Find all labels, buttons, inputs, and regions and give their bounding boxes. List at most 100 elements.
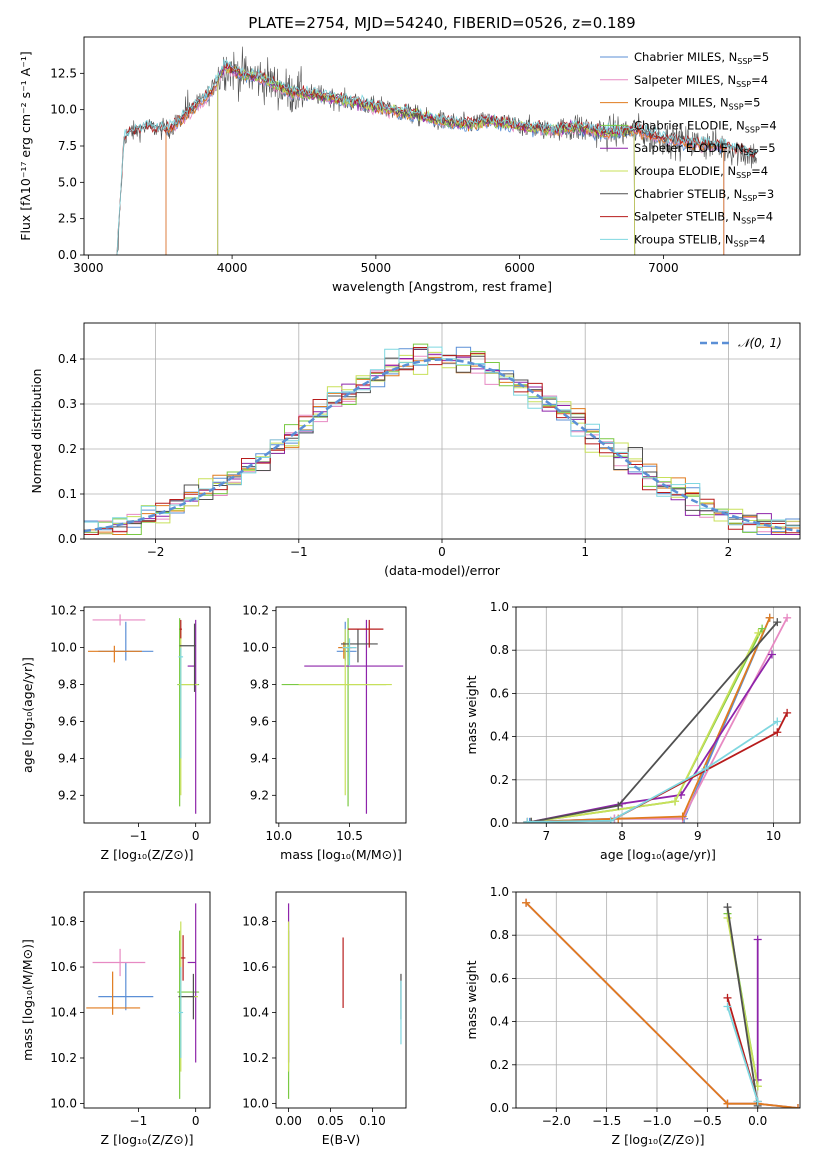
- y-tick-label: 0.0: [58, 532, 77, 546]
- x-tick-label: 0: [192, 1114, 200, 1128]
- spectrum-legend: Chabrier MILES, NSSP=5 Salpeter MILES, NS…: [600, 50, 777, 248]
- x-tick-label: 10.0: [265, 829, 292, 843]
- y-tick-label: 12.5: [50, 66, 77, 80]
- errorbar-kroupa-stelib: [342, 638, 357, 667]
- axes-age_vs_mass: 10.0 10.5 9.2 9.4 9.6 9.8 10.0 10.2 mass [log₁₀(…: [242, 604, 407, 862]
- axes-frame: [515, 891, 801, 1109]
- errorbar-salpeter-elodie: [304, 619, 404, 814]
- x-tick-label: 8: [618, 829, 626, 843]
- y-tick-label: 10.2: [50, 604, 77, 618]
- y-tick-label: 10.0: [242, 641, 269, 655]
- errorbar-salpeter-stelib: [179, 619, 182, 639]
- errorbar-chabrier-miles: [336, 621, 357, 661]
- y-tick-label: 5.0: [58, 175, 77, 189]
- axes-mass_weight_vs_age: 7 8 9 10 0.0 0.2 0.4 0.6 0.8 1.0 age [log₁₀(age/yr…: [464, 600, 801, 862]
- series-salpeter-stelib: [527, 712, 788, 823]
- y-tick-label: 0.1: [58, 487, 77, 501]
- x-tick-label: 0: [438, 545, 446, 559]
- y-tick-label: 1.0: [490, 885, 509, 899]
- axes-frame: [515, 606, 801, 824]
- y-axis-label: Normed distribution: [29, 369, 44, 494]
- errorbar-salpeter-miles: [92, 948, 146, 977]
- y-tick-label: 10.0: [50, 103, 77, 117]
- spectrum-model-chabrier-elodie: [217, 66, 636, 255]
- x-axis-label: mass [log₁₀(M/M⊙)]: [280, 847, 402, 862]
- series-kroupa-miles: [525, 902, 799, 1108]
- y-tick-label: 0.0: [490, 816, 509, 830]
- y-tick-label: 9.8: [250, 678, 269, 692]
- spectrum-model-kroupa-elodie: [217, 64, 636, 255]
- point-marker: [767, 650, 776, 659]
- figure-title: PLATE=2754, MJD=54240, FIBERID=0526, z=0…: [248, 14, 635, 32]
- y-tick-label: 10.0: [50, 641, 77, 655]
- x-tick-label: 0.00: [275, 1114, 302, 1128]
- y-tick-label: 10.2: [242, 604, 269, 618]
- legend-entry: Kroupa MILES, NSSP=5: [634, 96, 760, 112]
- y-tick-label: 0.4: [58, 352, 77, 366]
- x-tick-label: 3000: [73, 261, 104, 275]
- errorbar-salpeter-elodie: [187, 903, 197, 1063]
- errorbar-kroupa-miles: [86, 971, 141, 1015]
- x-tick-label: 6000: [504, 261, 535, 275]
- plot-area-spectrum: [116, 46, 757, 255]
- y-axis-label: Flux [fλ10⁻¹⁷ erg cm⁻² s⁻¹ A⁻¹]: [18, 51, 33, 240]
- point-marker: [723, 903, 732, 912]
- plot-area-residuals: [84, 343, 800, 535]
- x-tick-label: −2: [147, 545, 165, 559]
- x-tick-label: 7: [542, 829, 550, 843]
- x-tick-label: −1.0: [642, 1114, 671, 1128]
- axes-mass_vs_Z: −1 0 10.0 10.2 10.4 10.6 10.8 Z [log₁₀(Z/Z⊙)] ma…: [20, 891, 211, 1147]
- errorbar-kroupa-stelib: [178, 647, 184, 759]
- x-tick-label: 2: [725, 545, 733, 559]
- errorbar-chabrier-miles: [98, 621, 154, 661]
- x-tick-label: 0.10: [359, 1114, 386, 1128]
- residuals-legend: 𝒩(0, 1): [700, 336, 782, 350]
- series-chabrier-elodie: [530, 628, 763, 823]
- axes-frame: [83, 36, 801, 256]
- x-tick-label: 10: [766, 829, 781, 843]
- point-marker: [754, 628, 763, 637]
- axes-spectrum: 3000 4000 5000 6000 7000 0.0 2.5 5.0 7.5 10.0 12.5…: [18, 36, 801, 294]
- legend-entry: Salpeter MILES, NSSP=4: [634, 73, 768, 89]
- y-tick-label: 10.8: [242, 915, 269, 929]
- series-kroupa-stelib: [527, 720, 778, 823]
- y-tick-label: 9.6: [250, 714, 269, 728]
- x-tick-label: −1: [130, 1114, 148, 1128]
- x-axis-label: age [log₁₀(age/yr)]: [600, 847, 716, 862]
- y-tick-label: 1.0: [490, 600, 509, 614]
- y-tick-label: 9.6: [58, 714, 77, 728]
- y-tick-label: 0.6: [490, 971, 509, 985]
- point-marker: [723, 993, 732, 1002]
- point-marker: [723, 1002, 732, 1011]
- series-salpeter-miles: [531, 617, 788, 823]
- x-axis-label: Z [log₁₀(Z/Z⊙)]: [101, 1132, 194, 1147]
- point-marker: [678, 812, 687, 821]
- y-tick-label: 9.2: [250, 788, 269, 802]
- y-tick-label: 0.6: [490, 686, 509, 700]
- point-marker: [701, 765, 710, 773]
- errorbar-chabrier-stelib: [341, 629, 378, 663]
- spectrum-model-salpeter-elodie: [217, 63, 636, 255]
- point-marker: [773, 717, 782, 726]
- y-tick-label: 0.8: [490, 643, 509, 657]
- y-tick-label: 0.4: [490, 730, 509, 744]
- plot-area-age_vs_mass: [281, 618, 404, 814]
- x-tick-label: 4000: [217, 261, 248, 275]
- axes-frame: [83, 322, 801, 540]
- errorbar-kroupa-elodie: [298, 629, 392, 796]
- y-tick-label: 0.0: [490, 1101, 509, 1115]
- histogram-kroupa-stelib: [84, 346, 800, 528]
- y-tick-label: 0.3: [58, 397, 77, 411]
- y-tick-label: 9.4: [250, 751, 269, 765]
- y-tick-label: 10.2: [242, 1051, 269, 1065]
- point-marker: [773, 618, 782, 627]
- y-axis-label: mass weight: [464, 675, 479, 754]
- legend-entry: Chabrier ELODIE, NSSP=4: [634, 118, 777, 134]
- legend-entry: Salpeter ELODIE, NSSP=5: [634, 141, 776, 157]
- axes-age_vs_Z: −1 0 9.2 9.4 9.6 9.8 10.0 10.2 Z [log₁₀(Z/Z⊙)] ag…: [20, 604, 211, 862]
- y-tick-label: 0.8: [490, 928, 509, 942]
- x-tick-label: 0.0: [748, 1114, 767, 1128]
- series-kroupa-miles: [531, 617, 771, 823]
- x-tick-label: −1: [130, 829, 148, 843]
- point-marker: [793, 1104, 800, 1108]
